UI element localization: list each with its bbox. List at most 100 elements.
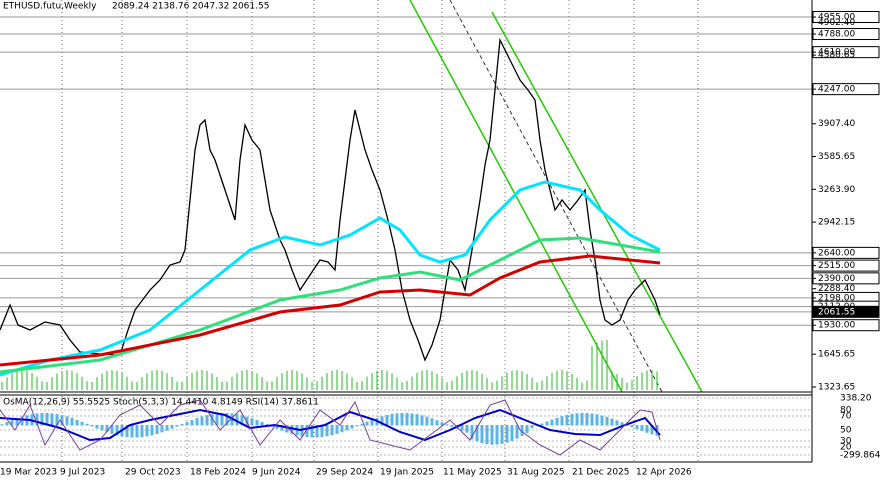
osma-histogram — [0, 413, 659, 445]
osma-bar — [130, 425, 134, 438]
osma-bar — [85, 423, 89, 426]
osma-bar — [125, 425, 129, 438]
osma-bar — [300, 425, 304, 437]
osma-bar — [95, 425, 99, 429]
osma-bar — [500, 425, 504, 444]
indicator-label: 80 — [840, 406, 852, 416]
osma-bar — [145, 425, 149, 437]
osma-bar — [250, 418, 254, 426]
price-label: 4610.00 — [818, 48, 855, 58]
osma-bar — [405, 413, 409, 426]
price-label: 2198.00 — [818, 293, 855, 303]
date-label: 29 Oct 2023 — [125, 468, 181, 478]
osma-bar — [0, 424, 4, 426]
price-label: 4955.00 — [818, 13, 855, 23]
osma-bar — [185, 421, 189, 426]
osma-bar — [75, 419, 79, 426]
price-label: 3585.65 — [818, 152, 855, 162]
osma-bar — [205, 415, 209, 426]
osma-bar — [565, 414, 569, 426]
osma-bar — [370, 419, 374, 426]
osma-bar — [275, 425, 279, 429]
price-label: 1323.65 — [818, 383, 855, 393]
price-line — [0, 37, 661, 362]
trend-line — [491, 11, 703, 393]
osma-bar — [65, 416, 69, 426]
osma-bar — [15, 418, 19, 426]
ma-slow — [0, 254, 661, 367]
price-label: 3263.90 — [818, 185, 855, 195]
osma-bar — [155, 425, 159, 435]
osma-bar — [630, 425, 634, 428]
osma-bar — [545, 421, 549, 426]
osma-bar — [530, 425, 534, 429]
osma-bar — [515, 425, 519, 439]
osma-bar — [585, 413, 589, 426]
indicator-label: -299.8649 — [840, 451, 881, 461]
osma-bar — [70, 418, 74, 426]
osma-bar — [505, 425, 509, 443]
ohlc: 2089.24 2138.76 2047.32 2061.55 — [112, 2, 269, 12]
osma-bar — [220, 413, 224, 426]
osma-bar — [45, 413, 49, 426]
osma-bar — [365, 421, 369, 426]
osma-bar — [440, 422, 444, 426]
osma-bar — [400, 413, 404, 426]
osma-bar — [470, 425, 474, 440]
osma-bar — [385, 415, 389, 426]
osma-bar — [610, 418, 614, 426]
date-label: 11 May 2025 — [443, 468, 502, 478]
osma-bar — [425, 416, 429, 426]
osma-bar — [550, 419, 554, 426]
osma-bar — [305, 425, 309, 438]
trend-line — [449, 0, 663, 393]
price-label: 1930.00 — [818, 321, 855, 331]
osma-bar — [465, 425, 469, 433]
price-label: 2288.40 — [818, 284, 855, 294]
price-label: 4247.00 — [818, 85, 855, 95]
indicator-label: 20 — [840, 443, 852, 453]
osma-bar — [210, 414, 214, 426]
osma-bar — [175, 425, 179, 427]
osma-bar — [635, 425, 639, 430]
osma-bar — [110, 425, 114, 434]
date-label: 12 Apr 2026 — [636, 468, 692, 478]
osma-bar — [490, 425, 494, 445]
osma-bar — [50, 413, 54, 426]
osma-bar — [10, 420, 14, 426]
osma-bar — [340, 425, 344, 433]
osma-bar — [645, 425, 649, 433]
osma-bar — [420, 415, 424, 426]
price-label: 3907.40 — [818, 119, 855, 129]
price-label: 4902.40 — [818, 18, 855, 28]
osma-bar — [540, 423, 544, 426]
osma-bar — [90, 425, 94, 427]
osma-bar — [580, 413, 584, 426]
osma-bar — [170, 425, 174, 429]
symbol: ETHUSD.futu,Weekly — [3, 2, 97, 12]
osma-bar — [255, 419, 259, 426]
osma-bar — [310, 425, 314, 438]
price-label: 2390.00 — [818, 274, 855, 284]
osma-bar — [345, 425, 349, 431]
osma-bar — [460, 425, 464, 431]
osma-bar — [235, 414, 239, 426]
osma-bar — [330, 425, 334, 436]
osma-bar — [335, 425, 339, 434]
osma-bar — [285, 425, 289, 433]
indicator-label: 30 — [840, 437, 852, 447]
price-label: 1645.65 — [818, 350, 855, 360]
osma-bar — [615, 420, 619, 426]
osma-bar — [360, 423, 364, 426]
osma-bar — [150, 425, 154, 436]
osma-bar — [575, 413, 579, 426]
date-label: 9 Jul 2023 — [60, 468, 105, 478]
osma-bar — [435, 420, 439, 426]
date-label: 29 Sep 2024 — [316, 468, 373, 478]
osma-bar — [450, 425, 454, 427]
rsi-line — [0, 408, 661, 442]
osma-bar — [410, 413, 414, 426]
ma-fast — [0, 180, 661, 377]
